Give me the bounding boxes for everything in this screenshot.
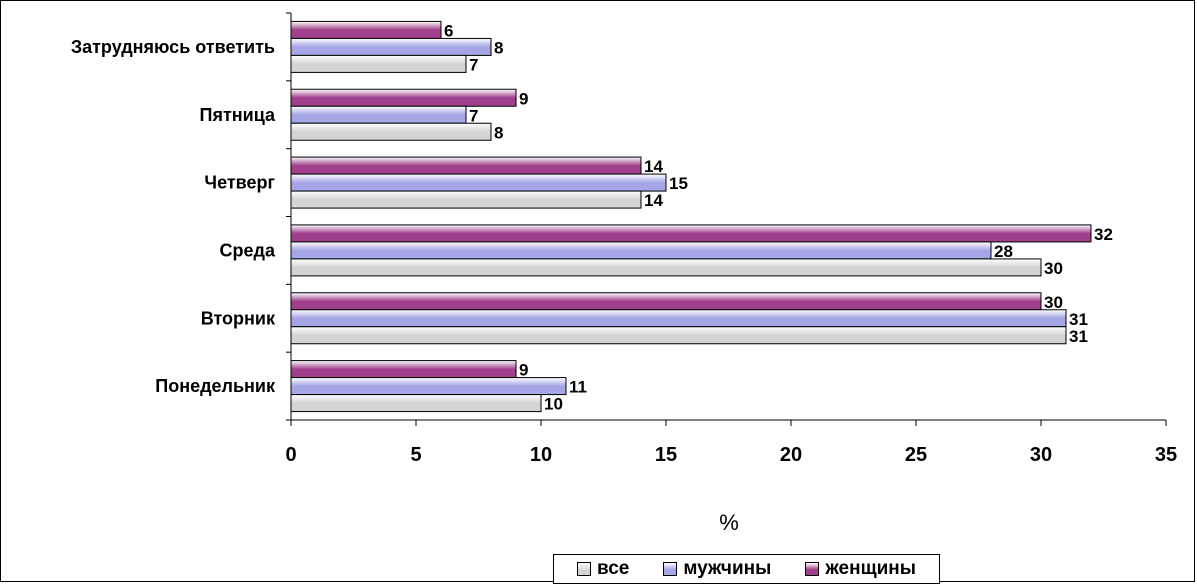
data-label: 10 [544,395,563,414]
data-label: 30 [1044,293,1063,312]
x-axis-title: % [719,510,739,535]
category-label: Четверг [204,173,275,193]
legend-swatch [576,562,591,576]
data-label: 7 [469,106,478,125]
data-label: 8 [494,123,503,142]
bar-женщины-0 [290,360,517,379]
legend-label: мужчины [683,558,772,579]
category-label: Понедельник [155,376,276,396]
legend-swatch [805,562,820,576]
data-label: 11 [569,378,587,397]
bar-мужчины-3 [290,173,667,192]
x-tick-label: 20 [780,444,802,466]
data-label: 9 [519,361,528,380]
bar-мужчины-5 [290,37,492,56]
data-label: 9 [519,89,528,108]
bar-все-2 [290,258,1042,277]
data-label: 8 [494,38,503,57]
x-tick-label: 0 [285,444,296,466]
category-label: Среда [220,240,276,260]
bar-все-1 [290,326,1067,345]
legend-label: женщины [825,558,916,579]
legend: все мужчины женщины [553,554,940,584]
data-label: 28 [994,242,1013,261]
data-label: 7 [469,55,478,74]
bar-мужчины-1 [290,309,1067,328]
bar-все-5 [290,54,467,73]
bar-женщины-1 [290,292,1042,311]
bar-женщины-4 [290,88,517,107]
legend-swatch [663,562,678,576]
category-label: Пятница [200,105,276,125]
x-tick-label: 5 [410,444,421,466]
bar-мужчины-4 [290,105,467,124]
x-tick-label: 10 [530,444,552,466]
bar-все-4 [290,122,492,141]
bar-женщины-5 [290,20,442,39]
legend-item: мужчины [663,558,771,580]
bar-мужчины-2 [290,241,992,260]
data-label: 32 [1094,225,1113,244]
bar-женщины-2 [290,224,1092,243]
data-label: 15 [669,174,688,193]
bar-все-3 [290,190,642,209]
bar-все-0 [290,394,542,413]
data-label: 30 [1044,259,1063,278]
data-label: 6 [444,21,453,40]
data-label: 31 [1069,327,1088,346]
category-label: Затрудняюсь ответить [71,37,275,57]
data-label: 14 [644,191,663,210]
x-tick-label: 30 [1030,444,1052,466]
bar-мужчины-0 [290,377,567,396]
legend-item: женщины [805,558,916,580]
x-tick-label: 15 [655,444,677,466]
category-label: Вторник [201,308,276,328]
legend-label: все [596,558,630,579]
data-label: 31 [1069,310,1088,329]
legend-item: все [576,558,630,580]
x-tick-label: 25 [905,444,927,466]
x-tick-label: 35 [1155,444,1177,466]
data-label: 14 [644,157,663,176]
bar-женщины-3 [290,156,642,175]
